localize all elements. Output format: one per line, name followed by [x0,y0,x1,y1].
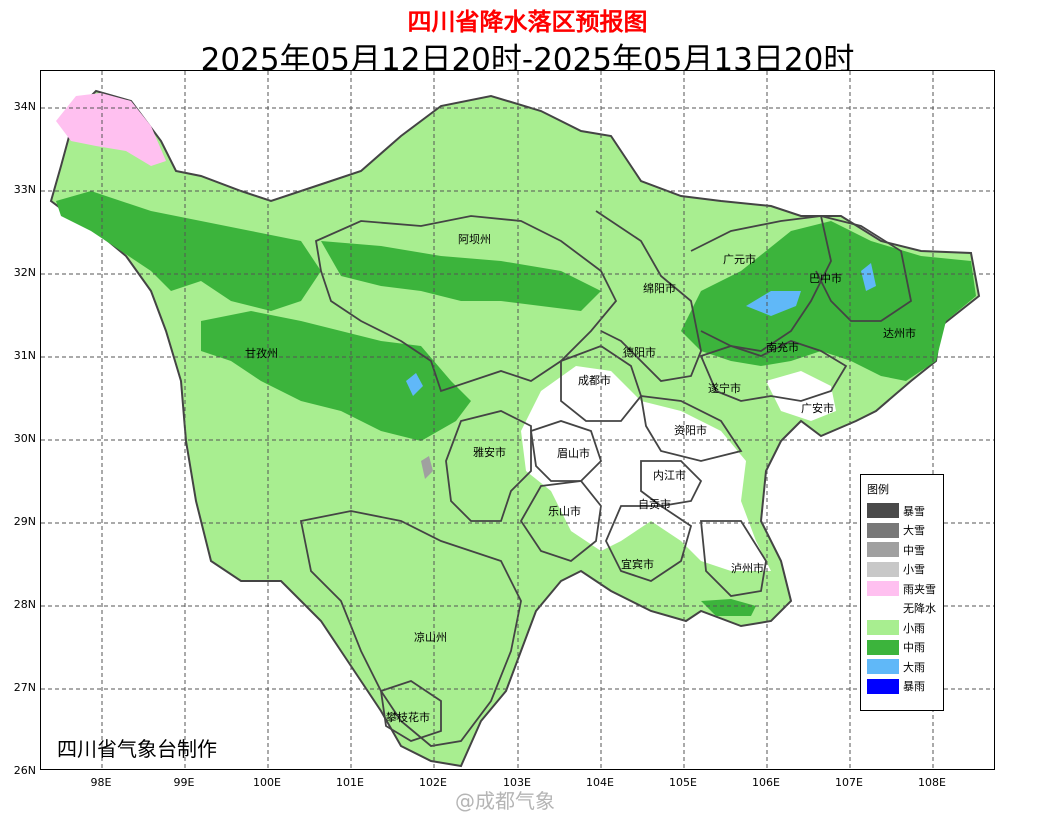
city-label-zigong: 自贡市 [638,497,671,511]
lon-label-103: 103E [503,776,531,789]
legend-label: 中雨 [903,641,925,655]
city-label-guangyuan: 广元市 [723,252,756,266]
city-label-liangshan: 凉山州 [414,630,447,644]
lat-label-28: 28N [13,598,36,611]
legend-item: 大雪 [861,521,943,541]
prefecture-boundaries [299,210,913,747]
map-title: 四川省降水落区预报图 [407,8,648,36]
city-label-ziyang: 资阳市 [674,423,707,437]
legend-swatch [867,503,899,519]
moderate-rain-region-center [201,311,471,441]
city-label-ganzi: 甘孜州 [245,346,278,360]
moderate-rain-region-west [56,191,321,311]
city-label-mianyang: 绵阳市 [643,281,676,295]
city-label-yaan: 雅安市 [473,445,506,459]
city-label-meishan: 眉山市 [557,446,590,460]
legend: 图例 暴雪大雪中雪小雪雨夹雪无降水小雨中雨大雨暴雨 [860,474,944,711]
lat-label-30: 30N [13,432,36,445]
legend-label: 雨夹雪 [903,582,936,596]
city-label-bazhong: 巴中市 [809,271,842,285]
legend-item: 大雨 [861,657,943,677]
legend-item: 中雨 [861,638,943,658]
legend-label: 小雪 [903,563,925,577]
lon-label-107: 107E [835,776,863,789]
no-precip-region-east [766,371,836,421]
lat-label-31: 31N [13,349,36,362]
city-label-guangan: 广安市 [801,401,834,415]
city-label-luzhou: 泸州市 [731,561,764,575]
legend-item: 小雪 [861,560,943,580]
lat-label-29: 29N [13,515,36,528]
legend-title: 图例 [867,483,889,496]
city-label-deyang: 德阳市 [623,345,656,359]
lat-label-26: 26N [13,764,36,777]
legend-item: 小雨 [861,618,943,638]
city-label-suining: 遂宁市 [708,381,741,395]
city-labels: 阿坝州 广元市 巴中市 绵阳市 达州市 甘孜州 德阳市 南充市 成都市 遂宁市 … [245,232,916,724]
legend-swatch [867,639,899,655]
lon-label-108: 108E [918,776,946,789]
city-label-yibin: 宜宾市 [621,557,654,571]
heavy-rain-patch-1 [746,291,801,316]
city-label-dazhou: 达州市 [883,326,916,340]
legend-swatch [867,581,899,597]
lat-label-27: 27N [13,681,36,694]
legend-label: 小雨 [903,621,925,635]
no-precip-region [521,366,771,571]
lat-label-33: 33N [13,183,36,196]
legend-item: 暴雨 [861,677,943,697]
legend-label: 暴雪 [903,504,925,518]
moderate-rain-region-south [701,599,756,616]
lon-label-98: 98E [90,776,112,789]
legend-swatch [867,522,899,538]
legend-swatch [867,620,899,636]
city-label-aba: 阿坝州 [458,232,491,246]
lat-label-34: 34N [13,100,36,113]
heavy-rain-patch-2 [861,263,876,291]
legend-item: 暴雪 [861,501,943,521]
legend-label: 大雨 [903,660,925,674]
legend-swatch [867,678,899,694]
moderate-snow-patch [421,456,433,479]
lon-label-102: 102E [419,776,447,789]
legend-item: 无降水 [861,599,943,619]
lon-label-100: 100E [253,776,281,789]
moderate-rain-region-north [321,241,601,311]
lon-label-104: 104E [586,776,614,789]
legend-label: 中雪 [903,543,925,557]
city-label-neijiang: 内江市 [653,468,686,482]
city-label-chengdu: 成都市 [578,373,611,387]
issuer-credit: 四川省气象台制作 [57,737,217,761]
city-label-leshan: 乐山市 [548,504,581,518]
legend-label: 无降水 [903,602,936,616]
city-label-panzhihua: 攀枝花市 [386,710,430,724]
light-rain-region [49,89,981,768]
legend-label: 暴雨 [903,680,925,694]
legend-swatch [867,561,899,577]
legend-label: 大雪 [903,524,925,538]
lon-label-105: 105E [669,776,697,789]
legend-swatch [867,600,899,616]
legend-item: 中雪 [861,540,943,560]
legend-item: 雨夹雪 [861,579,943,599]
map-area: 阿坝州 广元市 巴中市 绵阳市 达州市 甘孜州 德阳市 南充市 成都市 遂宁市 … [40,70,995,770]
legend-swatch [867,659,899,675]
lon-label-106: 106E [752,776,780,789]
lon-label-99: 99E [173,776,195,789]
legend-swatch [867,542,899,558]
lon-label-101: 101E [336,776,364,789]
city-label-nanchong: 南充市 [766,340,799,354]
watermark: @成都气象 [455,789,555,813]
lat-label-32: 32N [13,266,36,279]
rain-snow-region [56,93,166,166]
heavy-rain-patch-3 [406,373,423,396]
